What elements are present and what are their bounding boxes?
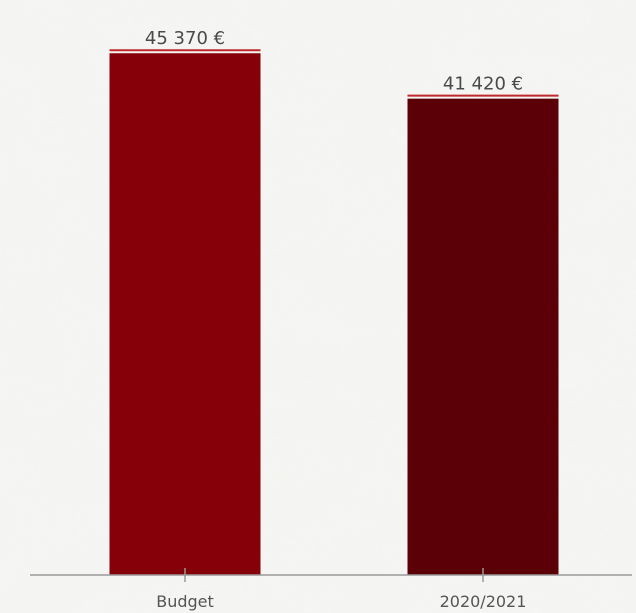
x-tick-label: 2020/2021	[440, 592, 527, 611]
x-tick-label: Budget	[156, 592, 214, 611]
labels-layer: 45 370 € 41 420 €	[109, 28, 559, 97]
bar-budget	[109, 53, 261, 576]
value-label: 41 420 €	[443, 74, 523, 95]
value-label: 45 370 €	[145, 28, 225, 49]
bars-layer	[109, 53, 559, 576]
ticks-layer: Budget 2020/2021	[156, 568, 526, 611]
bar-2020-2021	[407, 98, 559, 576]
